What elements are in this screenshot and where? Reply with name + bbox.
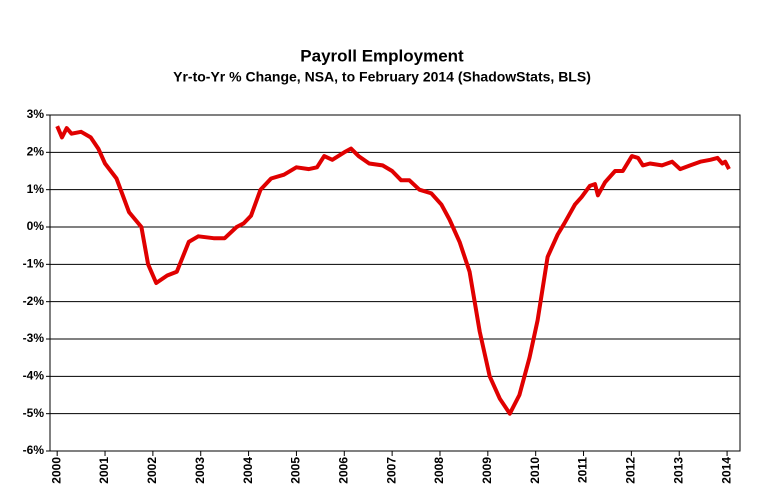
x-tick-label: 2012 xyxy=(624,457,638,484)
chart-title: Payroll Employment xyxy=(300,46,464,65)
y-tick-label: -4% xyxy=(23,369,45,383)
x-tick-label: 2002 xyxy=(145,457,159,484)
x-tick-label: 2005 xyxy=(289,457,303,484)
x-tick-label: 2007 xyxy=(384,457,398,484)
plot-border xyxy=(49,114,741,452)
y-tick-label: 2% xyxy=(27,145,45,159)
y-tick-label: 3% xyxy=(27,107,45,121)
x-tick-label: 2011 xyxy=(576,457,590,483)
x-tick-label: 2006 xyxy=(336,457,350,484)
chart-subtitle: Yr-to-Yr % Change, NSA, to February 2014… xyxy=(173,69,591,85)
y-tick-label: 1% xyxy=(27,182,45,196)
y-tick-label: -2% xyxy=(23,294,45,308)
x-tick-label: 2014 xyxy=(719,457,733,484)
x-tick-label: 2004 xyxy=(241,457,255,484)
x-tick-label: 2009 xyxy=(480,457,494,484)
y-tick-label: -6% xyxy=(23,443,45,457)
y-tick-label: -1% xyxy=(23,257,45,271)
x-tick-label: 2001 xyxy=(97,457,111,484)
x-tick-label: 2000 xyxy=(49,457,63,484)
x-tick-label: 2008 xyxy=(432,457,446,484)
x-tick-label: 2013 xyxy=(671,457,685,484)
y-tick-label: -3% xyxy=(23,331,45,345)
line-series xyxy=(55,125,731,416)
x-tick-label: 2010 xyxy=(528,457,542,484)
x-tick-label: 2003 xyxy=(193,457,207,484)
y-tick-label: 0% xyxy=(27,219,45,233)
y-tick-label: -5% xyxy=(23,406,45,420)
